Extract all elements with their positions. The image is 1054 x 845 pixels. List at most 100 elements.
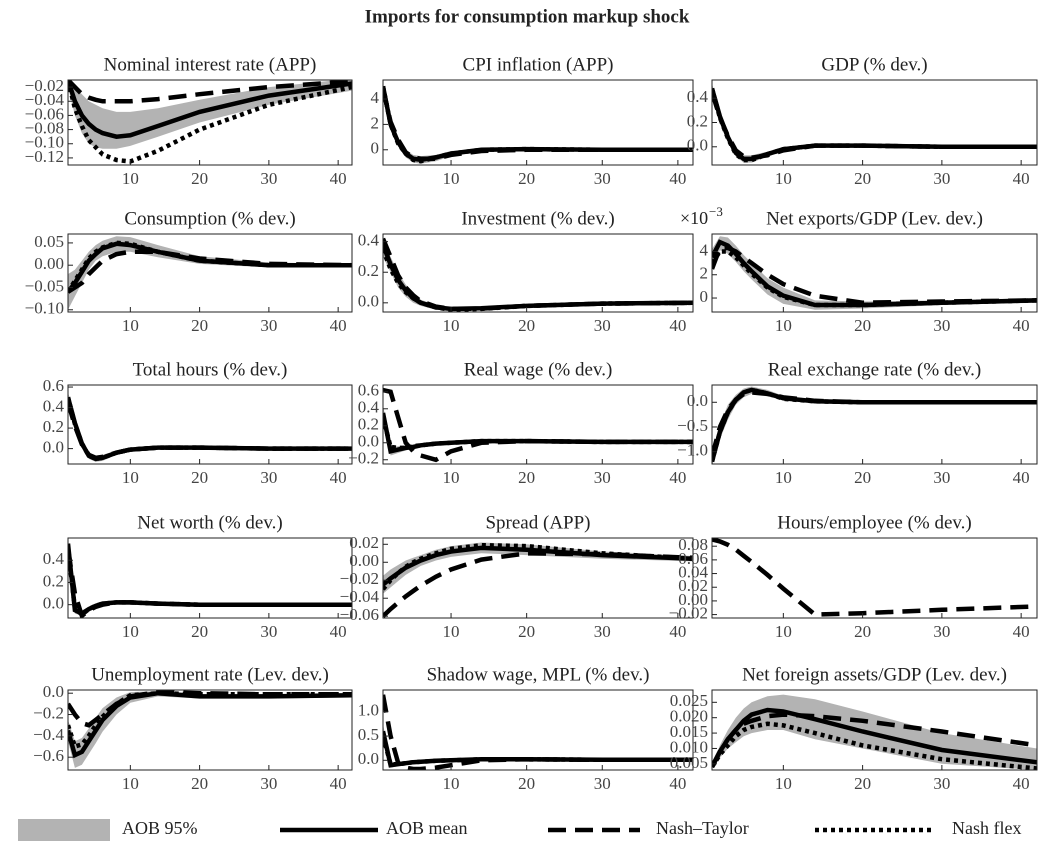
confidence-band: [68, 80, 352, 149]
y-tick-label: 0.4: [43, 549, 65, 568]
mean-line: [383, 85, 693, 163]
y-tick-label: 0: [700, 287, 709, 306]
x-tick-label: 20: [191, 169, 208, 188]
mean-line: [712, 87, 1037, 162]
nash-taylor-line: [383, 387, 693, 463]
x-tick-label: 20: [518, 774, 535, 793]
y-tick-label: 0.2: [43, 417, 64, 436]
axes-box: [67, 79, 353, 166]
y-tick-label: −1.0: [677, 441, 708, 460]
x-tick-label: 30: [933, 316, 950, 335]
nash-flex-line: [383, 248, 693, 312]
x-tick-label: 10: [443, 468, 460, 487]
y-tick-label: 0.010: [670, 737, 708, 756]
x-tick-label: 40: [669, 774, 686, 793]
y-tick-label: 0.005: [670, 753, 708, 772]
mean-line: [383, 545, 693, 587]
nash-taylor-line: [712, 538, 1037, 617]
confidence-band: [712, 386, 1037, 464]
y-tick-label: −0.08: [25, 118, 64, 137]
y-tick-label: 0.4: [43, 396, 65, 415]
panel-title: Consumption (% dev.): [124, 208, 295, 229]
scale-exponent: −3: [709, 204, 723, 219]
panel-title: GDP (% dev.): [821, 54, 927, 75]
figure-title: Imports for consumption markup shock: [365, 6, 690, 27]
plot-area: [383, 237, 693, 312]
x-tick-label: 10: [443, 622, 460, 641]
legend-label: Nash flex: [952, 818, 1021, 838]
y-tick-label: −0.2: [33, 703, 64, 722]
x-tick-label: 40: [1013, 169, 1030, 188]
x-tick-label: 10: [775, 774, 792, 793]
y-tick-label: −0.05: [25, 276, 64, 295]
x-tick-label: 20: [854, 316, 871, 335]
x-tick-label: 40: [669, 169, 686, 188]
x-tick-label: 10: [122, 774, 139, 793]
y-tick-label: 0.2: [358, 415, 379, 434]
mean-line: [712, 239, 1037, 308]
y-tick-label: 0.0: [358, 292, 379, 311]
nash-flex-line: [712, 721, 1037, 770]
x-tick-label: 20: [191, 468, 208, 487]
y-tick-label: 0.0: [43, 438, 64, 457]
y-tick-label: 0.5: [358, 725, 379, 744]
mean-line: [712, 387, 1037, 463]
panel-title: Nominal interest rate (APP): [104, 54, 317, 75]
nash-flex-line: [712, 87, 1037, 163]
plot-area: [68, 538, 352, 618]
mean-line: [68, 80, 352, 139]
x-tick-label: 40: [330, 169, 347, 188]
x-tick-label: 10: [775, 622, 792, 641]
panel-title: Real exchange rate (% dev.): [768, 359, 981, 380]
plot-area: [383, 387, 693, 463]
panel-title: Net worth (% dev.): [137, 512, 282, 533]
x-tick-label: 10: [443, 169, 460, 188]
y-tick-label: 0.0: [43, 682, 64, 701]
panel-title: Real wage (% dev.): [464, 359, 613, 380]
confidence-band: [68, 691, 352, 768]
x-tick-label: 40: [669, 316, 686, 335]
y-tick-label: −0.04: [340, 587, 380, 606]
x-tick-label: 40: [1013, 774, 1030, 793]
panel-title: Net foreign assets/GDP (Lev. dev.): [742, 664, 1007, 685]
x-tick-label: 30: [594, 774, 611, 793]
x-tick-label: 20: [518, 622, 535, 641]
confidence-band: [383, 238, 693, 311]
y-tick-label: −0.10: [25, 299, 64, 318]
nash-taylor-line: [68, 249, 352, 294]
y-tick-label: −0.06: [25, 104, 64, 123]
plot-area: [712, 538, 1037, 617]
plot-area: [383, 83, 693, 164]
panel-title: CPI inflation (APP): [463, 54, 614, 75]
mean-line: [383, 412, 693, 455]
y-tick-label: 0.4: [358, 231, 380, 250]
panel-title: Unemployment rate (Lev. dev.): [91, 664, 329, 685]
y-tick-label: 1.0: [358, 701, 379, 720]
plot-area: [68, 80, 352, 164]
y-tick-label: 0.2: [358, 261, 379, 280]
x-tick-label: 10: [122, 622, 139, 641]
plot-area: [68, 690, 352, 768]
x-tick-label: 30: [933, 774, 950, 793]
x-tick-label: 10: [443, 316, 460, 335]
y-tick-label: 0: [371, 139, 380, 158]
mean-line: [68, 690, 352, 759]
y-tick-label: 0.0: [358, 749, 379, 768]
y-tick-label: 0.025: [670, 691, 708, 710]
x-tick-label: 20: [191, 316, 208, 335]
x-tick-label: 40: [1013, 622, 1030, 641]
x-tick-label: 10: [775, 169, 792, 188]
mean-line: [68, 543, 352, 617]
x-tick-label: 30: [933, 468, 950, 487]
x-tick-label: 40: [1013, 316, 1030, 335]
x-tick-label: 30: [594, 169, 611, 188]
y-tick-label: 0.02: [349, 533, 379, 552]
panel-title: Investment (% dev.): [461, 208, 614, 229]
y-tick-label: −0.6: [33, 746, 64, 765]
y-tick-label: 0.00: [349, 551, 379, 570]
x-tick-label: 20: [518, 468, 535, 487]
y-tick-label: 4: [371, 88, 380, 107]
plot-area: [712, 694, 1037, 770]
x-tick-label: 20: [854, 774, 871, 793]
